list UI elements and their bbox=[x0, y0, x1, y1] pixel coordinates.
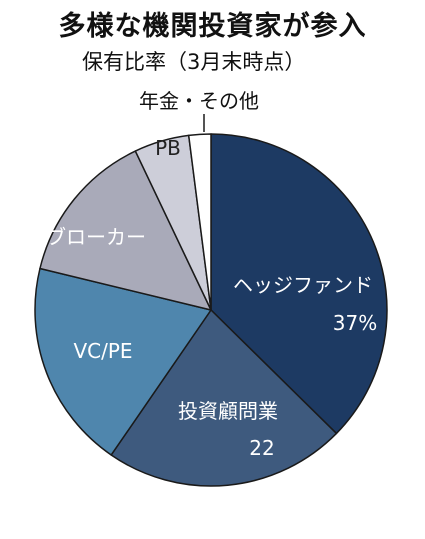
slice-label-investment-adviser: 投資顧問業 bbox=[178, 399, 278, 423]
pie-slice-investment-adviser bbox=[110, 309, 338, 487]
chart-subtitle: 保有比率（3月末時点） bbox=[82, 50, 306, 74]
chart-title: 多様な機関投資家が参入 bbox=[58, 11, 367, 42]
slice-label-vc-pe: VC/PE bbox=[73, 339, 132, 363]
slice-label-pb: PB bbox=[155, 136, 181, 160]
pie-slice-broker bbox=[39, 150, 212, 311]
slice-label-pension-other: 年金・その他 bbox=[139, 89, 259, 113]
pie-slice-hedge-fund bbox=[210, 133, 388, 435]
slice-label-hedge-fund: ヘッジファンド bbox=[233, 273, 373, 297]
slice-label-broker: ブローカー bbox=[46, 225, 146, 249]
pie-slice-pension-other bbox=[187, 133, 212, 311]
slice-value-investment-adviser: 22 bbox=[249, 436, 274, 460]
pie-slice-vc-pe bbox=[34, 267, 212, 456]
slice-value-hedge-fund: 37% bbox=[333, 311, 377, 335]
